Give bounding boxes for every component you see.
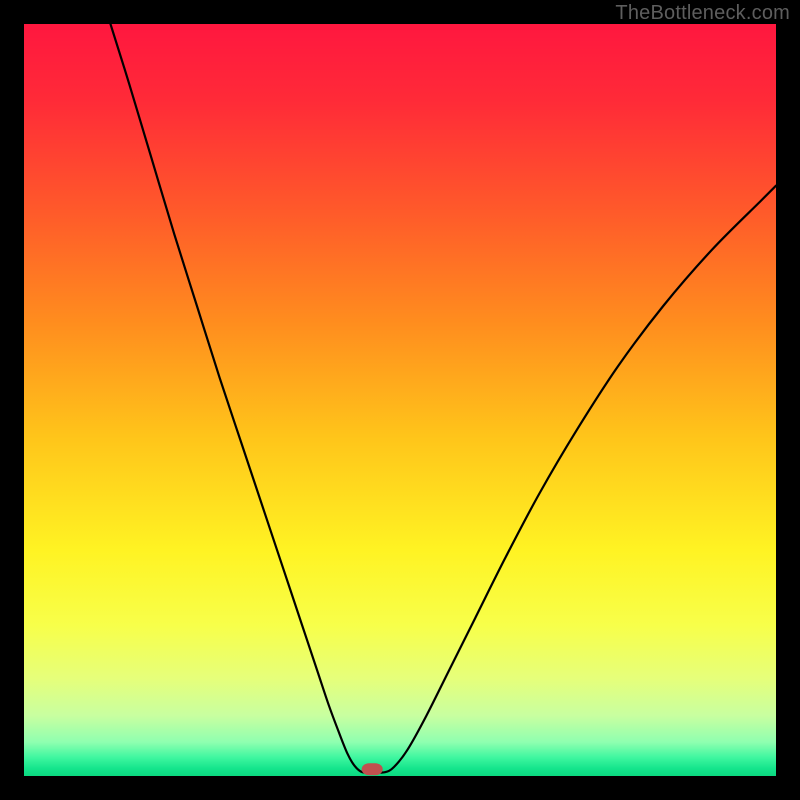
chart-container: { "watermark": { "text": "TheBottleneck.… [0,0,800,800]
bottleneck-curve-chart [24,24,776,776]
watermark-text: TheBottleneck.com [615,2,790,25]
optimal-point-marker [362,763,383,775]
plot-area [24,24,776,776]
gradient-background [24,24,776,776]
